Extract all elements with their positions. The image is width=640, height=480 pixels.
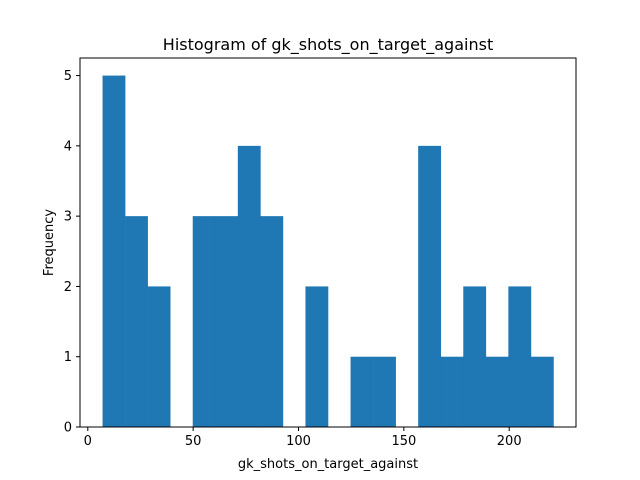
histogram-bar: [305, 286, 329, 427]
x-axis-label: gk_shots_on_target_against: [238, 457, 418, 472]
y-tick-label: 5: [64, 69, 72, 84]
histogram-bar: [440, 356, 464, 427]
histogram-bar: [418, 145, 442, 427]
y-axis-label: Frequency: [42, 209, 57, 276]
histogram-bar: [485, 356, 509, 427]
x-axis-ticks: 0 50 100 150 200: [84, 427, 522, 449]
x-tick-label: 100: [286, 434, 311, 449]
y-tick-label: 1: [64, 350, 72, 365]
histogram-bar: [508, 286, 532, 427]
y-tick-label: 3: [64, 210, 72, 225]
histogram-bar: [215, 216, 239, 427]
histogram-bar: [125, 216, 148, 427]
y-tick-label: 4: [64, 139, 72, 154]
histogram-bar: [373, 356, 396, 427]
y-axis-ticks: 0 1 2 3 4 5: [64, 69, 80, 436]
x-tick-label: 200: [497, 434, 522, 449]
histogram-bar: [237, 145, 261, 427]
bars-group: [102, 75, 554, 428]
histogram-bar: [102, 75, 126, 428]
plot-frame: [79, 57, 577, 428]
histogram-bar: [147, 286, 171, 427]
histogram-bar: [192, 216, 216, 427]
chart-title: Histogram of gk_shots_on_target_against: [163, 35, 493, 55]
y-tick-label: 0: [64, 421, 72, 436]
x-tick-label: 150: [391, 434, 416, 449]
x-tick-label: 50: [185, 434, 202, 449]
histogram-bar: [350, 356, 374, 427]
y-tick-label: 2: [64, 280, 72, 295]
histogram-bar: [260, 216, 284, 427]
x-tick-label: 0: [84, 434, 92, 449]
histogram-bar: [530, 356, 554, 427]
histogram-bar: [463, 286, 487, 427]
